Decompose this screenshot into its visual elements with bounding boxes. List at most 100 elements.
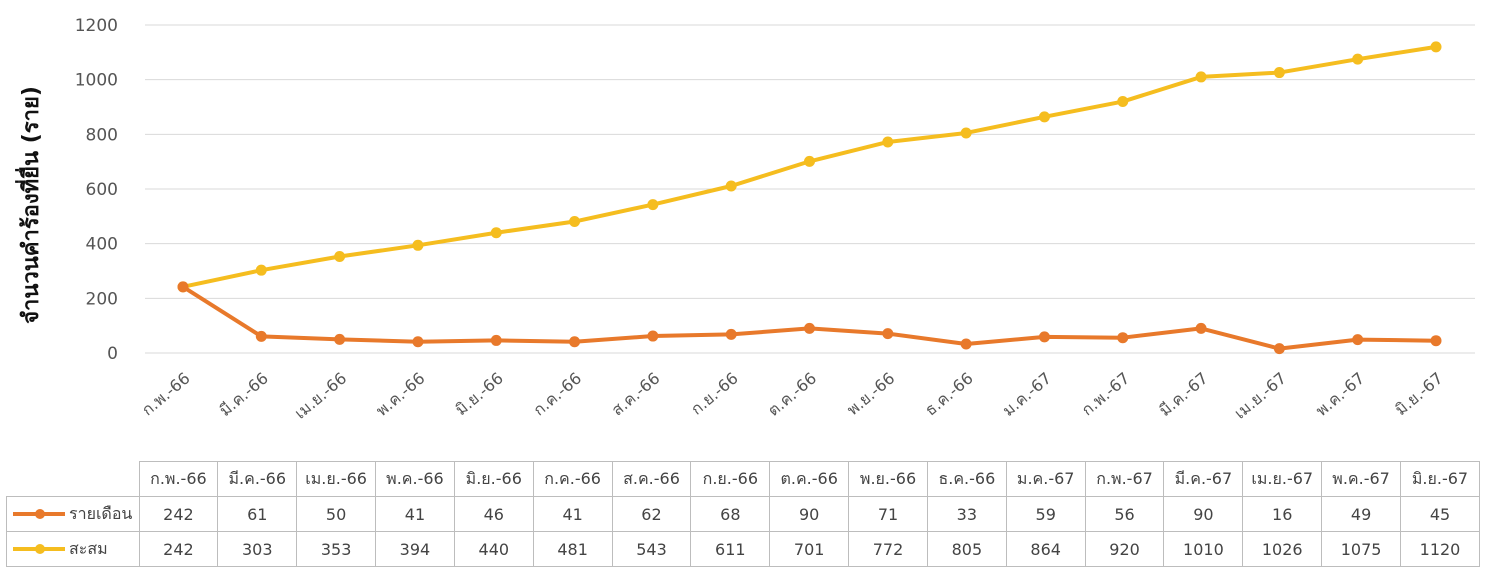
table-cell: 16 <box>1242 496 1323 532</box>
table-cell: 62 <box>611 496 692 532</box>
y-tick-label: 200 <box>86 289 118 309</box>
table-header-cell: เม.ย.-66 <box>296 461 377 497</box>
x-tick-label: มี.ค.-67 <box>1155 369 1211 421</box>
data-point <box>725 180 737 192</box>
data-point <box>490 334 502 346</box>
data-point <box>569 216 581 228</box>
data-point <box>1352 334 1364 346</box>
table-header-cell: พ.ย.-66 <box>848 461 928 497</box>
table-cell: 90 <box>1163 496 1244 532</box>
table-cell: 543 <box>611 531 692 567</box>
table-cell: 303 <box>217 531 298 567</box>
data-point <box>882 136 894 148</box>
y-tick-label: 800 <box>86 125 118 145</box>
table-cell: 353 <box>296 531 377 567</box>
table-header-cell: มิ.ย.-67 <box>1400 461 1480 497</box>
legend-label: รายเดือน <box>69 503 133 523</box>
table-cell: 805 <box>926 531 1007 567</box>
table-header-cell: ก.ย.-66 <box>690 461 771 497</box>
table-row: รายเดือน 242 61 50 41 46 41 62 68 90 71 33 59 56 90 16 4… <box>6 496 1480 532</box>
data-point <box>1195 71 1207 83</box>
x-tick-label: ก.พ.-66 <box>138 369 194 420</box>
data-point <box>725 328 737 340</box>
table-header-cell: ก.พ.-66 <box>138 461 219 497</box>
legend-label: สะสม <box>69 538 108 558</box>
y-axis-label: จำนวนคำร้องที่ยื่น (ราย) <box>14 86 44 324</box>
data-point <box>1038 111 1050 123</box>
legend-line-icon <box>13 544 65 554</box>
data-point <box>334 333 346 345</box>
legend-line-icon <box>13 509 65 519</box>
table-cell: 41 <box>532 496 613 532</box>
table-cell: 864 <box>1005 531 1086 567</box>
data-point <box>804 155 815 167</box>
y-tick-label: 1200 <box>75 16 118 36</box>
data-point <box>569 336 581 348</box>
table-cell: 1010 <box>1163 531 1244 567</box>
table-cell: 394 <box>375 531 455 567</box>
table-header-cell: พ.ค.-67 <box>1321 461 1401 497</box>
data-point <box>882 328 894 340</box>
table-header-cell: มิ.ย.-66 <box>453 461 534 497</box>
x-tick-label: พ.ค.-67 <box>1312 369 1368 421</box>
data-point <box>490 227 502 239</box>
table-cell: 1026 <box>1242 531 1323 567</box>
table-cell: 33 <box>926 496 1007 532</box>
table-cell: 68 <box>690 496 771 532</box>
table-cell: 1075 <box>1321 531 1401 567</box>
data-point <box>412 336 424 348</box>
data-point <box>960 127 972 139</box>
x-tick-label: มิ.ย.-67 <box>1391 369 1446 420</box>
data-point <box>255 330 267 342</box>
table-cell: 49 <box>1321 496 1401 532</box>
data-point <box>804 322 815 334</box>
data-point <box>960 338 972 350</box>
legend-entry: รายเดือน <box>6 496 140 532</box>
data-point <box>647 330 659 342</box>
table-cell: 50 <box>296 496 377 532</box>
table-header-cell: ธ.ค.-66 <box>926 461 1007 497</box>
table-cell: 242 <box>138 531 219 567</box>
data-point <box>1117 96 1129 108</box>
x-tick-label: ก.ค.-66 <box>529 369 585 420</box>
data-point <box>177 281 189 293</box>
x-tick-label: มิ.ย.-66 <box>452 369 507 420</box>
table-cell: 41 <box>375 496 455 532</box>
y-tick-label: 400 <box>86 235 118 255</box>
table-cell: 1120 <box>1400 531 1480 567</box>
gridlines <box>145 24 1475 354</box>
data-point <box>255 264 267 276</box>
data-point <box>1117 332 1129 344</box>
table-header-cell: พ.ค.-66 <box>375 461 455 497</box>
table-header-cell: ก.พ.-67 <box>1084 461 1165 497</box>
data-point <box>1430 335 1442 347</box>
data-point <box>1038 331 1050 343</box>
data-point <box>334 251 346 263</box>
table-header-cell: เม.ย.-67 <box>1242 461 1323 497</box>
x-tick-label: ม.ค.-67 <box>999 369 1055 421</box>
data-table: ก.พ.-66 มี.ค.-66 เม.ย.-66 พ.ค.-66 มิ.ย.-66 ก.… <box>6 461 1480 567</box>
x-tick-label: ต.ค.-66 <box>764 369 820 420</box>
data-point <box>412 239 424 251</box>
series-line <box>181 285 1437 351</box>
x-tick-label: พ.ค.-66 <box>372 369 428 421</box>
x-axis-categories: ก.พ.-66 มี.ค.-66 เม.ย.-66 พ.ค.-66 มิ.ย.-66 ก.… <box>138 369 1447 423</box>
x-tick-label: เม.ย.-66 <box>291 369 350 423</box>
table-cell: 242 <box>138 496 219 532</box>
table-cell: 59 <box>1005 496 1086 532</box>
x-tick-label: เม.ย.-67 <box>1230 369 1289 423</box>
table-cell: 61 <box>217 496 298 532</box>
data-point <box>1352 53 1364 65</box>
table-row: สะสม 242 303 353 394 440 481 543 611 701 772 805 864… <box>6 531 1480 567</box>
y-axis-ticks: 0 200 400 600 800 1000 1200 <box>75 16 118 364</box>
table-cell: 611 <box>690 531 771 567</box>
table-cell: 45 <box>1400 496 1480 532</box>
y-tick-label: 0 <box>107 344 118 364</box>
data-point <box>1273 67 1285 79</box>
line-chart: 0 200 400 600 800 1000 1200 จำนวนคำร้องที่ยื่น… <box>14 16 1475 423</box>
table-header-cell: ส.ค.-66 <box>611 461 692 497</box>
table-cell: 46 <box>453 496 534 532</box>
table-cell: 701 <box>769 531 850 567</box>
table-header-cell: ก.ค.-66 <box>532 461 613 497</box>
x-tick-label: พ.ย.-66 <box>843 369 898 420</box>
